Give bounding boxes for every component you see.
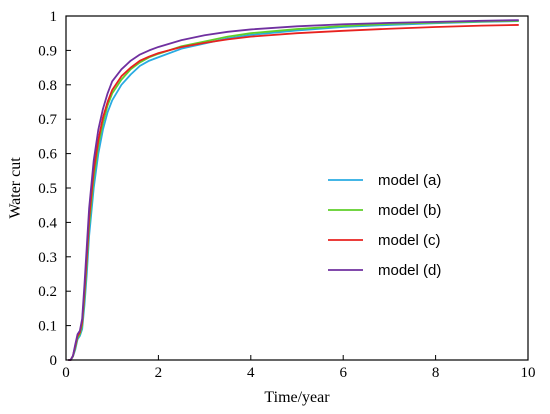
x-tick-label: 2 [155, 365, 163, 381]
x-tick-label: 8 [432, 365, 440, 381]
x-tick-label: 6 [339, 365, 347, 381]
legend-label-3: model (c) [378, 232, 441, 249]
y-axis-title: Water cut [7, 157, 24, 219]
x-axis-ticks: 0 2 4 6 8 10 [62, 355, 536, 381]
y-tick-label: 0.6 [38, 147, 57, 163]
y-tick-label: 0.1 [38, 319, 57, 335]
y-tick-label: 0.9 [38, 43, 57, 59]
series-line-3 [68, 24, 519, 361]
x-tick-label: 10 [521, 365, 536, 381]
series-line-4 [68, 19, 519, 361]
legend: model (a) model (b) model (c) model (d) [328, 172, 441, 279]
y-tick-label: 0.5 [38, 181, 57, 197]
x-tick-label: 4 [247, 365, 255, 381]
series-layer [68, 19, 519, 361]
legend-label-1: model (a) [378, 172, 441, 189]
y-tick-label: 0.3 [38, 250, 57, 266]
series-line-1 [68, 20, 519, 361]
y-tick-label: 0.8 [38, 78, 57, 94]
series-line-2 [68, 19, 519, 361]
y-tick-label: 0.4 [38, 215, 57, 231]
y-tick-label: 0.7 [38, 112, 57, 128]
y-tick-label: 0 [50, 353, 58, 369]
y-axis-ticks: 0 0.1 0.2 0.3 0.4 0.5 0.6 0.7 0.8 0.9 1 [38, 9, 71, 369]
x-axis-title: Time/year [264, 389, 330, 406]
legend-label-2: model (b) [378, 202, 441, 219]
y-tick-label: 0.2 [38, 284, 57, 300]
y-tick-label: 1 [50, 9, 58, 25]
legend-label-4: model (d) [378, 262, 441, 279]
x-tick-label: 0 [62, 365, 70, 381]
